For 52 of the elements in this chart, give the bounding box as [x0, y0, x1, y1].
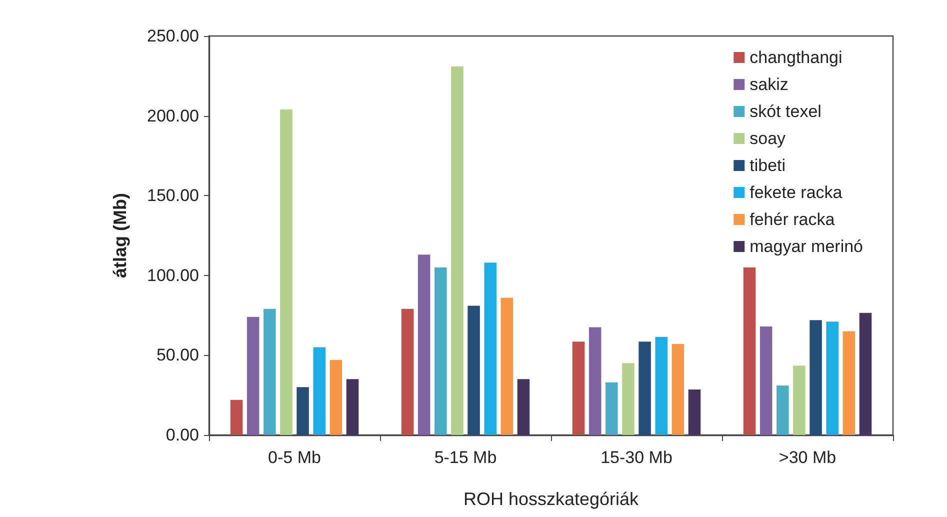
bar	[743, 267, 756, 435]
bar	[418, 254, 430, 435]
bar	[638, 342, 651, 435]
bar	[572, 342, 585, 435]
legend-label: fekete racka	[750, 183, 843, 202]
legend-label: fehér racka	[750, 210, 836, 229]
x-tick-label: 0-5 Mb	[268, 448, 321, 467]
bar	[760, 326, 772, 435]
bar	[484, 262, 496, 435]
y-axis-title: átlag (Mb)	[110, 193, 130, 278]
legend-label: changthangi	[750, 48, 842, 67]
bar	[296, 387, 309, 435]
bar	[246, 316, 260, 435]
y-tick-label: 50.00	[156, 346, 199, 365]
bar	[500, 298, 514, 435]
bar	[434, 267, 447, 435]
y-tick-label: 150.00	[147, 186, 199, 206]
bar	[588, 327, 602, 435]
x-tick-label: 15-30 Mb	[600, 448, 672, 467]
bar	[826, 322, 838, 435]
y-tick-label: 0.00	[166, 426, 199, 444]
bar	[313, 347, 326, 435]
bar	[346, 379, 359, 435]
y-tick-label: 100.00	[147, 266, 199, 285]
bar	[672, 344, 684, 435]
bar	[842, 331, 856, 435]
bar	[606, 382, 618, 435]
legend-label: soay	[750, 129, 786, 148]
bar	[401, 308, 414, 435]
y-tick-label: 250.00	[147, 26, 199, 46]
bar	[655, 336, 668, 435]
legend-label: tibeti	[750, 156, 786, 175]
bar	[810, 320, 822, 435]
x-tick-label: >30 Mb	[778, 448, 836, 467]
bar	[468, 306, 480, 435]
bar	[280, 109, 292, 435]
bar	[330, 360, 342, 435]
bar	[793, 366, 806, 435]
bar	[230, 400, 243, 435]
y-tick-label: 200.00	[147, 106, 199, 126]
legend-label: skót texel	[750, 102, 822, 121]
bar	[622, 363, 634, 435]
bar	[688, 390, 701, 435]
bar	[451, 66, 464, 435]
bar	[264, 308, 276, 435]
bar	[517, 379, 530, 435]
bar	[776, 386, 789, 435]
bar	[859, 312, 872, 435]
legend-label: sakiz	[750, 75, 788, 94]
legend-label: magyar merinó	[750, 237, 864, 256]
x-tick-label: 5-15 Mb	[434, 448, 497, 467]
x-axis-title: ROH hosszkategóriák	[463, 489, 640, 509]
